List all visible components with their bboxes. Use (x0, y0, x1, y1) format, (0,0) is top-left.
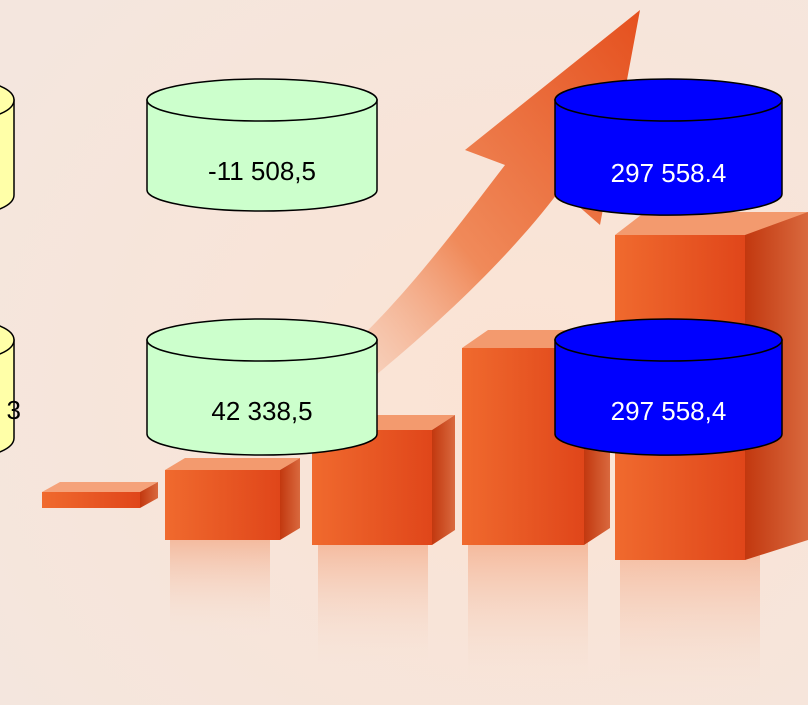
blue-cylinder-bottom: 297 558,4 (553, 318, 784, 458)
bar-2 (165, 458, 300, 540)
bar-1 (42, 482, 158, 508)
blue-cylinder-top-value: 297 558.4 (610, 158, 727, 188)
green-cylinder-bottom-value: 42 338,5 (211, 396, 313, 426)
green-cylinder-top-value: -11 508,5 (208, 156, 316, 186)
blue-cylinder-top: 297 558.4 (553, 78, 784, 218)
yellow-cylinder-bottom: 3 (0, 320, 21, 460)
blue-cylinder-bottom-value: 297 558,4 (610, 396, 727, 426)
yellow-cylinder-top (0, 80, 15, 215)
yellow-cylinder-bottom-value: 3 (6, 395, 21, 425)
green-cylinder-bottom: 42 338,5 (145, 318, 379, 458)
green-cylinder-top: -11 508,5 (145, 78, 379, 213)
